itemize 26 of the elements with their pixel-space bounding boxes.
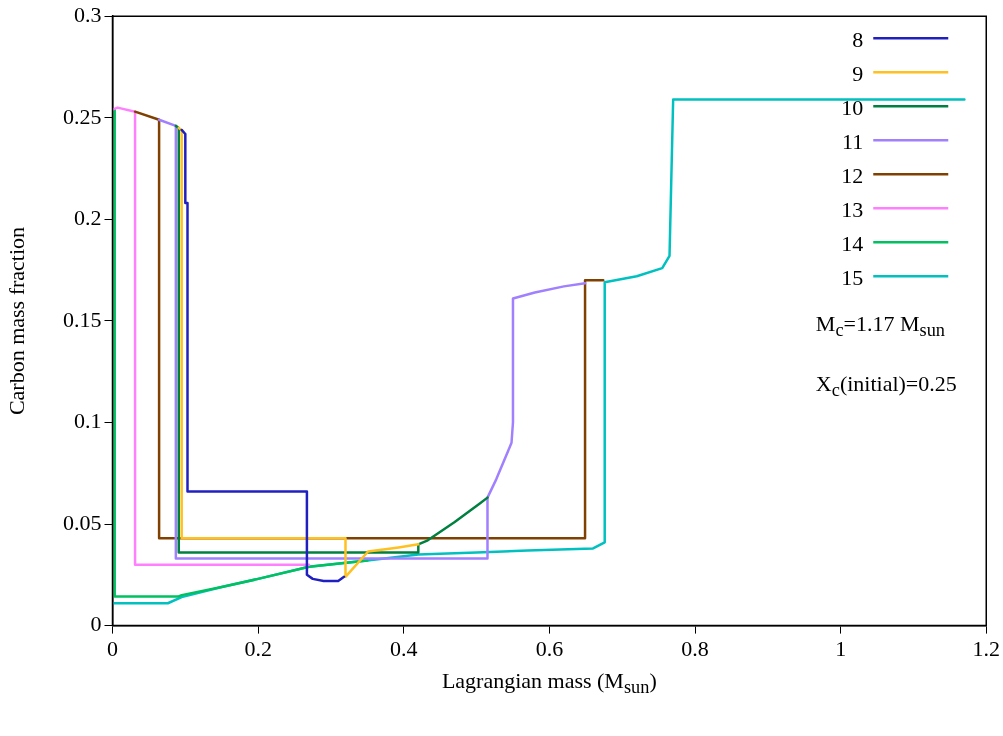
x-tick-label: 0.8 [681,635,709,661]
legend-label: 8 [852,26,864,52]
y-tick-label: 0.25 [63,103,102,129]
y-axis-title: Carbon mass fraction [4,226,31,415]
legend-label: 15 [841,264,864,290]
legend-label: 13 [841,196,864,222]
y-tick-label: 0.1 [74,408,102,434]
annotation: X$_{c}$(initial)=0.25 [815,371,957,402]
x-tick-label: 0.4 [390,635,418,661]
legend-label: 14 [841,230,864,256]
legend-label: 9 [852,60,864,86]
y-tick-label: 0.15 [63,306,102,332]
y-tick-label: 0.3 [74,1,102,27]
x-axis-title: Lagrangian mass (M$_{sun}$) [441,667,657,698]
x-tick-label: 1.2 [972,635,1000,661]
legend-label: 10 [841,94,864,120]
x-tick-label: 0.2 [244,635,272,661]
annotation: M$_{c}$=1.17 M$_{sun}$ [815,311,945,342]
y-tick-label: 0.2 [74,205,102,231]
y-tick-label: 0 [90,611,102,637]
legend-label: 12 [841,162,864,188]
legend-label: 11 [842,128,864,154]
y-tick-label: 0.05 [63,509,102,535]
x-tick-label: 0 [107,635,118,661]
x-tick-label: 0.6 [535,635,564,661]
x-tick-label: 1 [835,635,847,661]
